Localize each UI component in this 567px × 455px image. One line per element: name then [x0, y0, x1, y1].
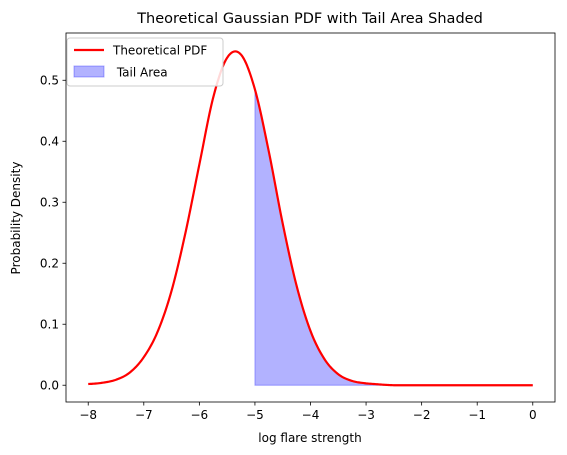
tail-area	[254, 89, 533, 386]
x-tick-label: −3	[357, 408, 375, 422]
x-tick-label: −6	[191, 408, 209, 422]
y-tick-label: 0.5	[40, 74, 59, 88]
y-tick-label: 0.3	[40, 196, 59, 210]
legend-tail-swatch	[73, 65, 105, 78]
tail-area-layer	[254, 89, 533, 386]
x-tick-label: −8	[79, 408, 97, 422]
x-tick-label: −1	[468, 408, 486, 422]
pdf-line	[88, 50, 533, 387]
legend-box	[66, 37, 224, 87]
plot-area	[65, 32, 556, 403]
y-axis: 0.0 0.1 0.2 0.3 0.4 0.5	[40, 74, 66, 393]
x-axis: −8 −7 −6 −5 −4 −3 −2 −1 0	[79, 402, 537, 422]
x-tick-label: −7	[135, 408, 153, 422]
x-axis-label: log flare strength	[258, 431, 361, 445]
y-tick-label: 0.4	[40, 135, 59, 149]
x-tick-label: −5	[246, 408, 264, 422]
y-axis-label: Probability Density	[9, 162, 23, 275]
y-tick-label: 0.2	[40, 257, 59, 271]
x-tick-label: −2	[413, 408, 431, 422]
legend: Theoretical PDF Tail Area	[66, 37, 224, 87]
legend-pdf-label: Theoretical PDF	[112, 44, 207, 58]
x-tick-label: −4	[302, 408, 320, 422]
legend-tail-label: Tail Area	[113, 66, 168, 80]
pdf-line-layer	[88, 50, 533, 387]
y-tick-label: 0.0	[40, 379, 59, 393]
x-tick-label: 0	[529, 408, 537, 422]
y-tick-label: 0.1	[40, 318, 59, 332]
chart-title: Theoretical Gaussian PDF with Tail Area …	[136, 11, 483, 27]
